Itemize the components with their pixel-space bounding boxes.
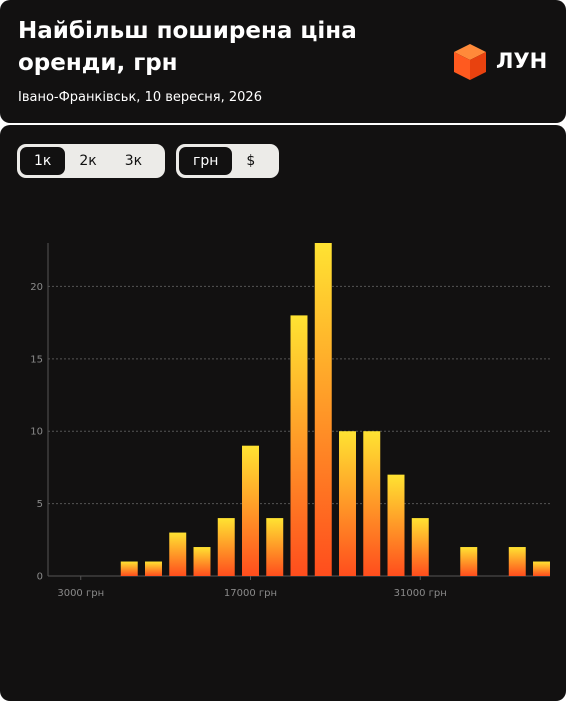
bar — [533, 561, 550, 576]
subtitle: Івано-Франківськ, 10 вересня, 2026 — [18, 90, 262, 105]
bar — [169, 532, 187, 576]
y-tick-label: 0 — [37, 572, 43, 583]
toggle-button[interactable]: 2к — [79, 153, 97, 169]
bar — [145, 561, 162, 576]
toggle-button[interactable]: $ — [246, 153, 256, 169]
x-tick-label: 31000 грн — [394, 588, 447, 599]
bar — [508, 547, 526, 576]
logo-icon — [454, 44, 486, 80]
bar — [193, 547, 211, 576]
bar — [242, 445, 259, 576]
header: Найбільш поширена ціна оренди, грн Івано… — [0, 0, 566, 123]
bar — [411, 518, 429, 576]
toggle-button[interactable]: 3к — [124, 153, 143, 169]
x-tick-label: 17000 грн — [224, 588, 277, 599]
logo-text: ЛУН — [496, 49, 548, 73]
bar — [120, 561, 138, 576]
bar — [217, 518, 235, 576]
y-tick-label: 5 — [37, 499, 43, 510]
y-tick-label: 20 — [30, 282, 43, 293]
toggle-button[interactable]: 1к — [20, 147, 66, 175]
bar — [363, 431, 381, 576]
bar — [460, 547, 478, 576]
y-tick-label: 10 — [30, 427, 43, 438]
currency-toggle: грн $ — [176, 144, 279, 178]
rooms-toggle: 1к 2к 3к — [17, 144, 165, 178]
title: оренди, грн — [18, 50, 178, 76]
chart-card: 1к 2к 3к грн $ — [0, 125, 566, 701]
bar — [266, 518, 284, 576]
bar — [339, 431, 356, 576]
bar — [290, 315, 308, 576]
y-tick-label: 15 — [30, 354, 43, 365]
toggle-button[interactable]: грн — [179, 147, 233, 175]
x-tick-label: 3000 грн — [57, 588, 104, 599]
title: Найбільш поширена ціна — [18, 18, 357, 44]
bar — [387, 474, 405, 576]
bar — [314, 243, 332, 576]
